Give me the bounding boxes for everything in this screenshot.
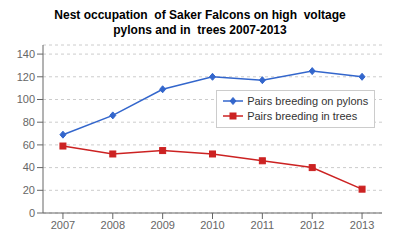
svg-text:40: 40 [23, 161, 35, 173]
svg-text:2013: 2013 [350, 219, 374, 231]
svg-text:80: 80 [23, 116, 35, 128]
svg-text:2012: 2012 [300, 219, 324, 231]
svg-text:2008: 2008 [101, 219, 125, 231]
html-text:pylons and in trees 2007-2013: pylons and in trees 2007-2013 [113, 23, 287, 37]
svg-text:120: 120 [17, 71, 35, 83]
html-text:Pairs breeding in trees: Pairs breeding in trees [247, 109, 358, 122]
svg-text:2010: 2010 [200, 219, 224, 231]
svg-text:2009: 2009 [150, 219, 174, 231]
svg-text:20: 20 [23, 184, 35, 196]
svg-text:0: 0 [29, 207, 35, 219]
html-text:Nest occupation of Saker Falco: Nest occupation of Saker Falcons on high… [54, 8, 346, 22]
svg-text:140: 140 [17, 48, 35, 60]
svg-text:2011: 2011 [251, 219, 275, 231]
svg-text:100: 100 [17, 93, 35, 105]
html-text:Pairs breeding on pylons: Pairs breeding on pylons [247, 94, 369, 107]
svg-text:2007: 2007 [51, 219, 75, 231]
svg-text:60: 60 [23, 139, 35, 151]
